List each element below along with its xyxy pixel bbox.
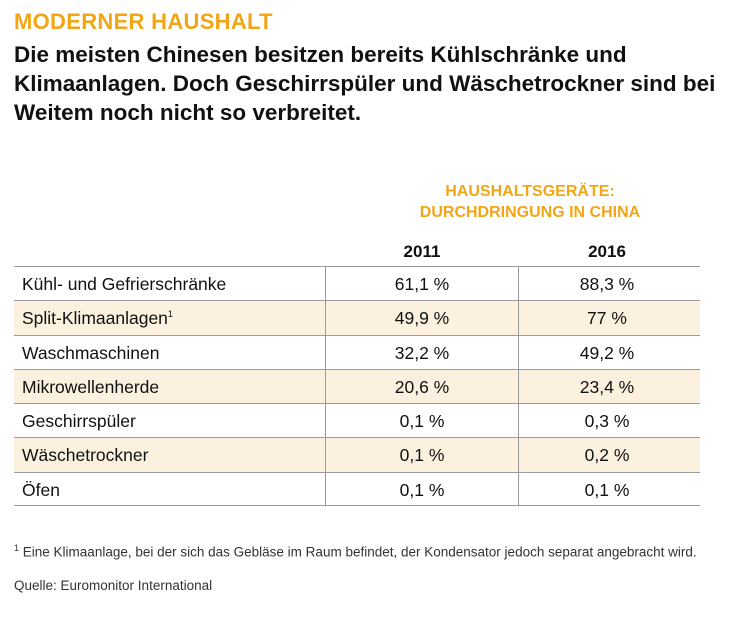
column-header-2011: 2011 bbox=[403, 242, 441, 261]
row-label: Wäschetrockner bbox=[22, 445, 149, 466]
table-heading-line-2: DURCHDRINGUNG IN CHINA bbox=[419, 204, 641, 221]
row-label: Split-Klimaanlagen1 bbox=[22, 308, 173, 329]
headline: Die meisten Chinesen besitzen bereits Kü… bbox=[14, 42, 716, 125]
footnote: 1 Eine Klimaanlage, bei der sich das Geb… bbox=[14, 539, 704, 562]
row-label: Waschmaschinen bbox=[22, 342, 160, 363]
row-label: Öfen bbox=[22, 479, 60, 500]
value-2016: 77 % bbox=[587, 308, 627, 329]
value-2011: 20,6 % bbox=[394, 376, 450, 397]
table-heading: HAUSHALTSGERÄTE: DURCHDRINGUNG IN CHINA bbox=[370, 181, 690, 223]
value-2016: 49,2 % bbox=[579, 342, 635, 363]
row-label: Mikrowellenherde bbox=[22, 376, 160, 397]
table-row: Waschmaschinen 32,2 % 49,2 % bbox=[14, 334, 700, 369]
table-row: Split-Klimaanlagen1 49,9 % 77 % bbox=[14, 300, 700, 335]
table-row: Wäschetrockner 0,1 % 0,2 % bbox=[14, 437, 700, 472]
value-2011: 0,1 % bbox=[399, 411, 445, 432]
value-2016: 23,4 % bbox=[579, 376, 635, 397]
footnote-marker: 1 bbox=[167, 309, 173, 320]
data-table: Kühl- und Gefrierschränke 61,1 % 88,3 % … bbox=[14, 266, 700, 507]
kicker: MODERNER HAUSHALT bbox=[14, 9, 273, 34]
value-2016: 0,1 % bbox=[584, 479, 630, 500]
value-2016: 0,3 % bbox=[584, 411, 630, 432]
table-row: Kühl- und Gefrierschränke 61,1 % 88,3 % bbox=[14, 266, 700, 301]
value-2011: 0,1 % bbox=[399, 479, 445, 500]
table-row: Geschirrspüler 0,1 % 0,3 % bbox=[14, 403, 700, 438]
footnote-text: Eine Klimaanlage, bei der sich das Geblä… bbox=[22, 544, 697, 560]
source-note: Quelle: Euromonitor International bbox=[14, 578, 213, 593]
value-2011: 32,2 % bbox=[394, 342, 450, 363]
value-2011: 61,1 % bbox=[394, 274, 450, 294]
value-2016: 0,2 % bbox=[584, 445, 630, 466]
row-label: Geschirrspüler bbox=[22, 411, 136, 432]
column-header-2016: 2016 bbox=[588, 242, 626, 261]
value-2011: 49,9 % bbox=[394, 308, 450, 329]
table-row: Öfen 0,1 % 0,1 % bbox=[14, 471, 700, 507]
value-2011: 0,1 % bbox=[399, 445, 445, 466]
table-row: Mikrowellenherde 20,6 % 23,4 % bbox=[14, 368, 700, 404]
row-label: Kühl- und Gefrierschränke bbox=[22, 274, 227, 294]
table-heading-line-1: HAUSHALTSGERÄTE: bbox=[445, 183, 615, 200]
value-2016: 88,3 % bbox=[579, 274, 635, 294]
footnote-marker: 1 bbox=[14, 543, 20, 553]
